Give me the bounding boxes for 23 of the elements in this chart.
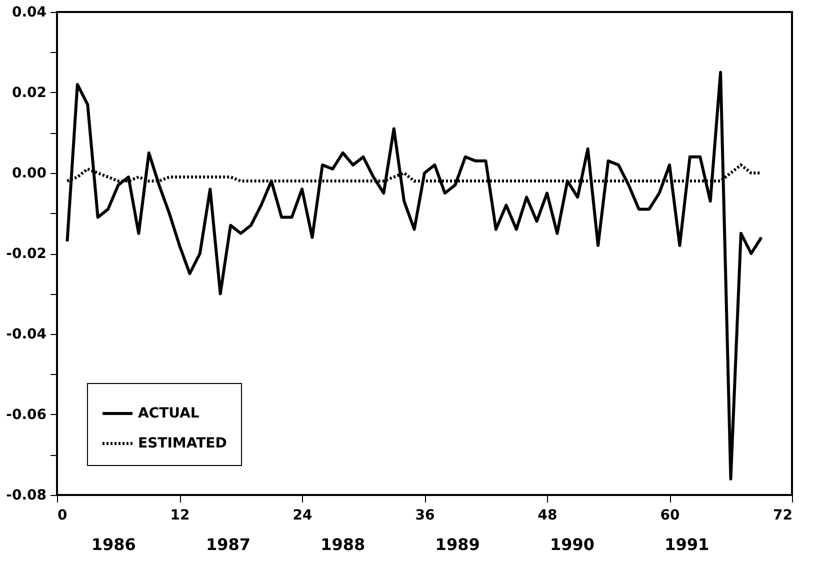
x-tick-label: 48 — [538, 508, 558, 524]
y-tick-label: -0.02 — [6, 246, 46, 262]
y-tick-label: 0.02 — [12, 85, 46, 101]
y-tick-label: 0.00 — [12, 166, 47, 182]
x-tick-label: 72 — [773, 508, 792, 524]
x-tick-label: 60 — [660, 508, 680, 524]
text: 1990 — [550, 535, 594, 554]
text: 1987 — [206, 535, 251, 554]
text: 1988 — [320, 535, 366, 554]
x-tick-label: 36 — [415, 508, 435, 524]
x-tick-label: 24 — [292, 508, 312, 524]
y-tick-label: -0.06 — [6, 407, 46, 423]
y-tick-label: -0.08 — [6, 488, 46, 504]
line-series — [66, 70, 763, 480]
legend-label: ESTIMATED — [138, 436, 227, 452]
x-tick-label: 0 — [58, 508, 68, 524]
y-tick-label: -0.04 — [6, 326, 47, 342]
text: 1991 — [664, 535, 710, 554]
text: 1989 — [435, 535, 480, 554]
x-tick-label: 12 — [170, 508, 190, 524]
legend-label: ACTUAL — [138, 406, 200, 422]
text: 1986 — [91, 535, 136, 554]
y-tick-label: 0.04 — [12, 4, 47, 20]
